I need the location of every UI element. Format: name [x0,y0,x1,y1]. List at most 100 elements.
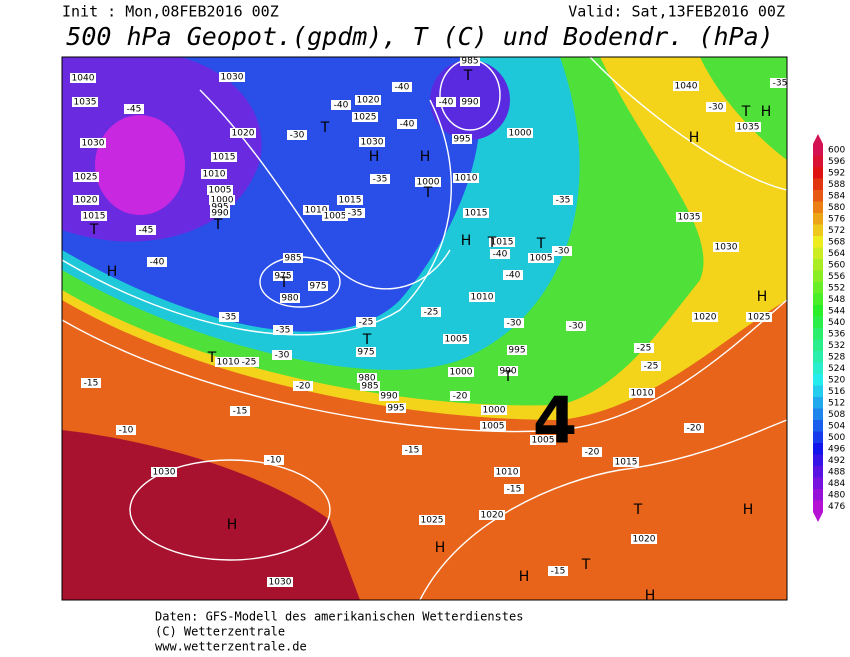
pressure-label-box [355,95,381,105]
pressure-label-box [692,312,718,322]
colorbar-cell [813,351,823,363]
temperature-label-box [239,357,259,367]
temperature-label: -30 [555,247,570,257]
pressure-label: 1000 [483,406,506,416]
colorbar-label: 584 [828,191,845,201]
colorbar-label: 504 [828,421,845,431]
colorbar-label: 548 [828,295,845,305]
pressure-label: 1015 [339,196,362,206]
colorbar-cell [813,477,823,490]
pressure-label: 1030 [82,139,105,149]
temperature-label-box [504,484,524,494]
pressure-label-box [528,253,554,263]
pressure-label-box [629,388,655,398]
temperature-label: -45 [139,226,154,236]
pressure-center: T [89,222,99,238]
pressure-label: 1010 [203,170,226,180]
pressure-center: H [435,540,446,556]
pressure-label: 1015 [615,458,638,468]
colorbar-cell [813,362,823,375]
temperature-label-box [116,425,136,435]
pressure-label-box [356,347,376,357]
temperature-label: -25 [637,344,652,354]
temperature-label-box [450,391,470,401]
isobar [129,459,331,561]
pressure-label: 1005 [532,436,555,446]
field-magenta [95,115,185,215]
colorbar-cell [813,316,823,329]
colorbar-cell [813,328,823,340]
pressure-label: 1005 [445,335,468,345]
colorbar-cell [813,247,823,260]
colorbar-label: 492 [828,456,845,466]
pressure-label-box [480,421,506,431]
pressure-label-box [419,515,445,525]
colorbar-cell [813,397,823,409]
pressure-label: 1010 [496,468,519,478]
colorbar-label: 576 [828,214,845,224]
field-green-ne [700,57,787,160]
pressure-label: 1020 [357,96,380,106]
colorbar-label: 564 [828,249,845,259]
pressure-label-box [453,173,479,183]
pressure-label: 1025 [421,516,444,526]
temperature-label: -30 [569,322,584,332]
colorbar-cell [813,408,823,421]
pressure-label-box [207,185,233,195]
footer-line: (C) Wetterzentrale [155,625,285,639]
colorbar-cell [813,489,823,501]
temperature-label: -25 [359,318,374,328]
pressure-label: 1010 [217,358,240,368]
pressure-label-box [507,345,527,355]
temperature-label-box [503,270,523,280]
footer-line: www.wetterzentrale.de [155,640,307,654]
colorbar-label: 544 [828,306,845,316]
temperature-label: -10 [267,456,282,466]
pressure-label-box [283,253,303,263]
colorbar-label: 512 [828,398,845,408]
pressure-label: 980 [281,294,298,304]
pressure-label-box [230,128,256,138]
temperature-label-box [264,455,284,465]
colorbar-label: 480 [828,490,845,500]
colorbar-cell [813,500,823,513]
field-red [62,430,360,600]
temperature-label: -15 [551,567,566,577]
colorbar-label: 524 [828,364,845,374]
pressure-label: 1005 [530,254,553,264]
pressure-label: 990 [211,209,228,219]
pressure-label-box [448,367,474,377]
colorbar-label: 532 [828,341,845,351]
temperature-label-box [272,350,292,360]
pressure-label-box [273,271,293,281]
temperature-label-box [136,225,156,235]
temperature-label: -30 [290,131,305,141]
colorbar-label: 600 [828,145,845,155]
colorbar-label: 572 [828,226,845,236]
pressure-label-box [303,205,329,215]
temperature-label-box [402,445,422,455]
colorbar-cell [813,305,823,317]
pressure-label: 1000 [450,368,473,378]
colorbar-cell [813,224,823,237]
temperature-label-box [287,130,307,140]
colorbar-label: 592 [828,168,845,178]
pressure-label: 1000 [417,178,440,188]
colorbar-cell [813,144,823,156]
pressure-label: 1025 [748,313,771,323]
pressure-center: T [207,350,217,366]
pressure-center: H [645,588,656,604]
temperature-label: -15 [507,485,522,495]
pressure-label: 995 [453,135,470,145]
colorbar-cell [813,155,823,168]
pressure-center: H [757,289,768,305]
colorbar-label: 560 [828,260,845,270]
colorbar-cell [813,466,823,478]
pressure-label: 1015 [213,153,236,163]
map-title: 500 hPa Geopot.(gpdm), T (C) und Bodendr… [66,22,773,51]
pressure-label-box [210,202,230,212]
pressure-center: T [581,557,591,573]
temperature-label: -40 [493,250,508,260]
temperature-label-box [273,325,293,335]
temperature-label-box [345,208,365,218]
